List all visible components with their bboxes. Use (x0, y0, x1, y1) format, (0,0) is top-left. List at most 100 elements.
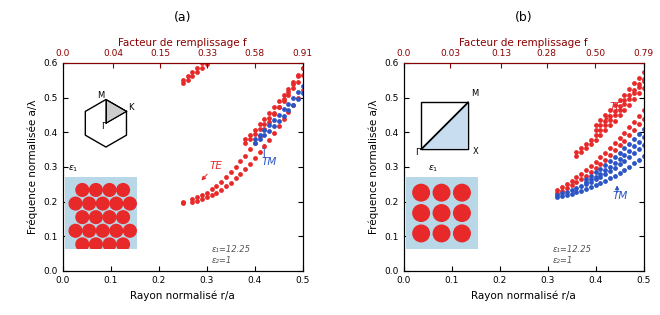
Point (283, 89, 294, 94)
Point (249, 141, 260, 146)
Point (614, 97, 625, 102)
Point (600, 128, 611, 133)
Point (624, 125, 634, 130)
Point (619, 158, 630, 163)
Point (259, 127, 269, 132)
Point (264, 110, 275, 115)
Point (638, 76, 649, 81)
Point (628, 136, 639, 141)
Y-axis label: Fréquence normalisée a/λ: Fréquence normalisée a/λ (28, 100, 38, 234)
Point (571, 153, 581, 158)
Point (609, 118, 620, 123)
Point (600, 157, 611, 162)
Y-axis label: Fréquence normalisée a/λ: Fréquence normalisée a/λ (368, 100, 379, 234)
Point (600, 118, 611, 123)
Point (585, 169, 596, 174)
Point (197, 61, 207, 66)
Point (211, 190, 222, 195)
Point (576, 188, 586, 193)
Point (220, 175, 231, 180)
Point (576, 176, 586, 181)
Point (595, 181, 606, 186)
Point (605, 108, 615, 113)
Point (595, 174, 606, 179)
X-axis label: Facteur de remplissage f: Facteur de remplissage f (459, 38, 588, 49)
Point (624, 96, 634, 101)
Point (590, 169, 601, 175)
Point (249, 156, 260, 161)
Point (197, 193, 207, 198)
Point (283, 110, 294, 115)
Point (638, 153, 649, 158)
Point (605, 176, 615, 181)
Point (581, 186, 591, 192)
Point (590, 183, 601, 188)
Point (235, 171, 246, 176)
Point (638, 126, 649, 131)
Point (619, 130, 630, 135)
Point (283, 86, 294, 91)
Point (585, 185, 596, 190)
Point (590, 123, 601, 128)
Point (249, 137, 260, 142)
Point (600, 178, 611, 183)
Point (609, 140, 620, 146)
Point (240, 153, 250, 158)
Point (230, 176, 241, 181)
Point (576, 150, 586, 155)
Point (562, 186, 572, 191)
Point (273, 124, 284, 129)
Point (254, 132, 265, 137)
Text: $\varepsilon_1$: $\varepsilon_1$ (428, 163, 438, 174)
Point (206, 187, 216, 192)
Point (264, 116, 275, 121)
Point (624, 93, 634, 98)
Point (273, 112, 284, 117)
Point (624, 133, 634, 138)
Point (585, 137, 596, 142)
Point (576, 184, 586, 189)
Point (605, 123, 615, 128)
Point (619, 152, 630, 157)
Point (240, 140, 250, 145)
Point (624, 148, 634, 153)
Point (571, 175, 581, 180)
Point (576, 146, 586, 151)
Point (581, 176, 591, 181)
Point (556, 188, 567, 193)
Point (259, 116, 269, 121)
Point (187, 197, 197, 202)
Point (259, 126, 269, 131)
Point (619, 92, 630, 97)
Point (600, 162, 611, 167)
Point (283, 101, 294, 106)
Point (624, 102, 634, 107)
Point (279, 113, 289, 118)
Point (585, 141, 596, 146)
Point (178, 199, 188, 204)
Point (254, 137, 265, 142)
Point (590, 159, 601, 164)
Point (609, 112, 620, 117)
Point (283, 108, 294, 113)
Point (235, 159, 246, 164)
Point (178, 200, 188, 205)
Point (634, 146, 644, 152)
Point (264, 123, 275, 128)
Text: (a): (a) (174, 11, 191, 24)
Point (226, 169, 236, 175)
Text: TE: TE (610, 102, 623, 112)
Point (254, 150, 265, 155)
Point (552, 192, 562, 197)
Point (254, 122, 265, 127)
Point (279, 98, 289, 103)
Point (600, 171, 611, 176)
Point (279, 97, 289, 102)
Point (562, 192, 572, 197)
Point (609, 154, 620, 159)
Point (571, 150, 581, 155)
Point (581, 168, 591, 173)
Point (628, 91, 639, 96)
Point (288, 81, 298, 86)
Point (201, 57, 212, 62)
